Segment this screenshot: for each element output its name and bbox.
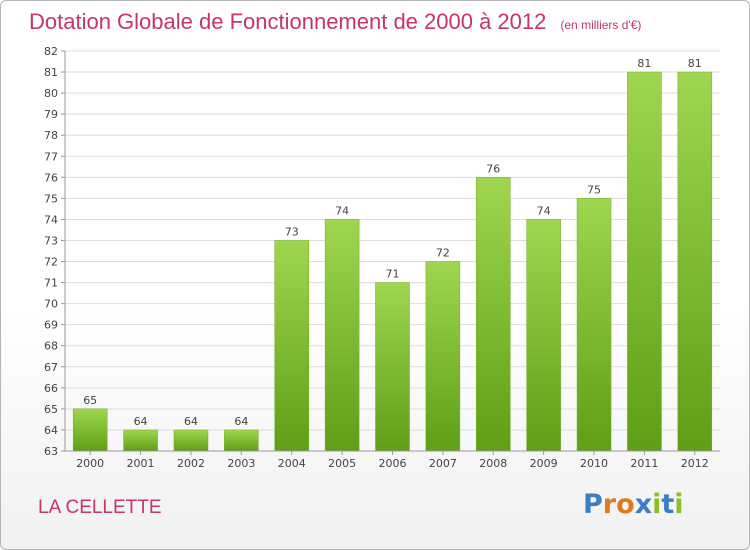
y-tick-label: 64 [44, 424, 58, 437]
data-label-2008: 76 [486, 162, 500, 175]
x-tick-label-2000: 2000 [76, 457, 104, 470]
proxiti-logo[interactable]: Proxiti [583, 489, 684, 520]
y-tick-label: 63 [44, 445, 58, 458]
x-tick-label-2002: 2002 [177, 457, 205, 470]
y-tick-label: 73 [44, 234, 58, 247]
data-label-2009: 74 [537, 204, 551, 217]
bar-2006 [375, 282, 410, 452]
y-tick-label: 70 [44, 298, 58, 311]
x-axis-ticks: 2000 2001 2002 2003 2004 2005 2006 2007 2008 2009… [76, 451, 709, 470]
y-tick-label: 82 [44, 45, 58, 58]
data-label-2007: 72 [436, 247, 450, 260]
y-tick-label: 78 [44, 129, 58, 142]
logo-letter: r [602, 489, 617, 520]
y-tick-label: 77 [44, 150, 58, 163]
data-label-2002: 64 [184, 415, 198, 428]
x-tick-label-2003: 2003 [227, 457, 255, 470]
logo-letter: P [583, 489, 603, 520]
x-tick-label-2005: 2005 [328, 457, 356, 470]
data-label-2005: 74 [335, 204, 349, 217]
x-tick-label-2012: 2012 [681, 457, 709, 470]
data-label-2000: 65 [83, 394, 97, 407]
chart-title-text: Dotation Globale de Fonctionnement de 20… [29, 9, 547, 34]
bar-2004 [274, 240, 309, 452]
bar-2012 [677, 71, 713, 452]
y-tick-label: 76 [44, 171, 58, 184]
data-label-2006: 71 [386, 268, 400, 281]
bar-2008 [476, 177, 511, 452]
logo-letter: x [634, 489, 653, 520]
x-tick-label-2011: 2011 [630, 457, 658, 470]
logo-letter: t [661, 489, 675, 520]
data-label-2001: 64 [134, 415, 148, 428]
x-tick-label-2009: 2009 [530, 457, 558, 470]
logo-letter: o [616, 489, 635, 520]
x-tick-label-2010: 2010 [580, 457, 608, 470]
y-tick-label: 81 [44, 66, 58, 79]
bar-2005 [324, 219, 360, 452]
y-tick-label: 65 [44, 403, 58, 416]
bar-2010 [576, 198, 612, 452]
bar-2000 [72, 408, 108, 452]
bar-2001 [123, 429, 158, 452]
chart-unit: (en milliers d'€) [560, 18, 642, 32]
logo-letter: i [674, 489, 684, 520]
y-tick-label: 80 [44, 87, 58, 100]
y-tick-label: 75 [44, 192, 58, 205]
bar-2007 [425, 261, 461, 452]
chart-title: Dotation Globale de Fonctionnement de 20… [29, 9, 641, 35]
y-tick-label: 69 [44, 319, 58, 332]
data-label-2003: 64 [234, 415, 248, 428]
data-label-2010: 75 [587, 183, 601, 196]
x-tick-label-2001: 2001 [127, 457, 155, 470]
bars [72, 71, 713, 452]
bar-2009 [526, 219, 561, 452]
y-tick-label: 66 [44, 382, 58, 395]
x-tick-label-2004: 2004 [278, 457, 306, 470]
data-label-2011: 81 [637, 57, 651, 70]
y-tick-label: 74 [44, 213, 58, 226]
y-axis-ticks: 63 64 65 66 67 68 69 70 71 72 73 74 75 76 77 78 79 80 81 82 [44, 45, 65, 458]
y-tick-label: 68 [44, 340, 58, 353]
bar-2003 [224, 429, 259, 452]
x-tick-label-2007: 2007 [429, 457, 457, 470]
y-tick-label: 71 [44, 277, 58, 290]
y-tick-label: 67 [44, 361, 58, 374]
commune-name: LA CELLETTE [38, 497, 162, 518]
bar-2011 [627, 71, 662, 452]
data-labels: 65 64 64 64 73 74 71 72 76 74 75 81 81 [83, 57, 702, 428]
data-label-2012: 81 [688, 57, 702, 70]
logo-letter: i [652, 489, 662, 520]
bar-2002 [173, 429, 209, 452]
y-tick-label: 79 [44, 108, 58, 121]
y-tick-label: 72 [44, 256, 58, 269]
x-tick-label-2008: 2008 [479, 457, 507, 470]
data-label-2004: 73 [285, 225, 299, 238]
x-tick-label-2006: 2006 [379, 457, 407, 470]
